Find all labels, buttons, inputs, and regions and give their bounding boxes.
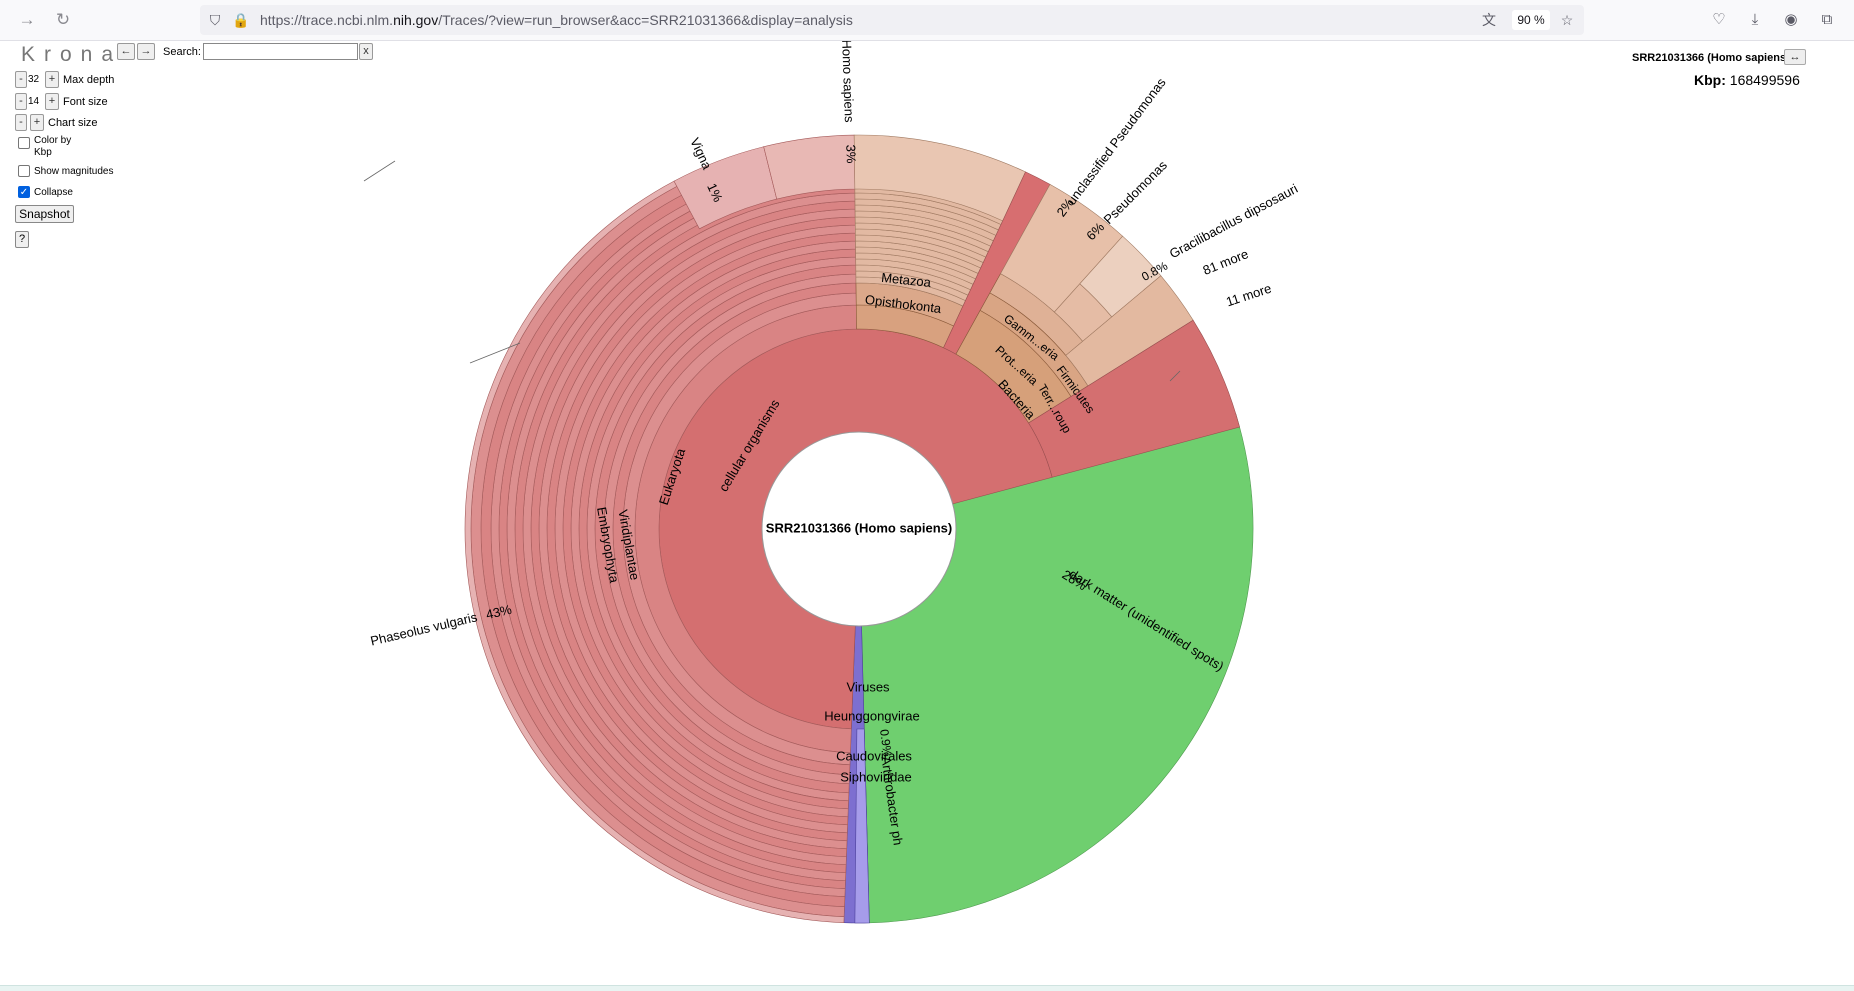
forward-button[interactable]: → <box>137 43 155 60</box>
show-magnitudes-checkbox[interactable] <box>18 165 30 177</box>
search-input[interactable] <box>203 43 358 60</box>
collapse-checkbox[interactable]: ✓ <box>18 186 30 198</box>
chart-size-decrease[interactable]: - <box>15 114 27 131</box>
center-label: SRR21031366 (Homo sapiens) <box>766 520 952 535</box>
label-heunggongvirae: Heunggongvirae <box>824 708 919 723</box>
reload-icon[interactable]: ↻ <box>55 10 71 29</box>
chart-size-increase[interactable]: + <box>30 114 44 131</box>
translate-icon[interactable]: 文 <box>1482 12 1496 28</box>
zoom-level[interactable]: 90 % <box>1512 10 1550 30</box>
collapse-label: Collapse <box>34 187 73 198</box>
kbp-value: 168499596 <box>1729 72 1800 88</box>
label-viruses: Viruses <box>846 679 890 694</box>
bookmark-star-icon[interactable]: ☆ <box>1560 12 1574 28</box>
snapshot-button[interactable]: Snapshot <box>15 205 74 223</box>
color-by-checkbox[interactable] <box>18 137 30 149</box>
label-caudovirales: Caudovirales <box>836 748 912 763</box>
font-size-value: 14 <box>28 96 40 107</box>
arthrobacter-phage-slice[interactable] <box>854 728 870 924</box>
label-siphoviridae: Siphoviridae <box>840 769 912 784</box>
dataset-title: SRR21031366 (Homo sapiens) <box>1632 52 1790 64</box>
label-vigna-percent: 1% <box>704 181 726 205</box>
font-size-decrease[interactable]: - <box>15 93 27 110</box>
label-phaseolus-vulgaris: Phaseolus vulgaris <box>369 609 479 648</box>
download-icon[interactable]: ⤓ <box>1751 11 1759 28</box>
other-cellular-slice[interactable] <box>1028 319 1240 478</box>
show-magnitudes-label: Show magnitudes <box>34 166 114 177</box>
back-button[interactable]: ← <box>117 43 135 60</box>
krona-logo: Krona <box>21 43 123 66</box>
label-leader-line <box>363 160 396 182</box>
label-phaseolus-vulgaris-percent: 43% <box>484 602 513 623</box>
other-plants-slice[interactable] <box>763 134 856 200</box>
browser-toolbar: → ↻ ⛉ 🔒 https://trace.ncbi.nlm.nih.gov/T… <box>0 0 1854 41</box>
pocket-icon[interactable]: ♡ <box>1712 11 1726 28</box>
url-bar[interactable]: ⛉ 🔒 https://trace.ncbi.nlm.nih.gov/Trace… <box>200 5 1584 35</box>
krona-sunburst-chart[interactable]: SRR21031366 (Homo sapiens)cellular organ… <box>0 41 1854 985</box>
expand-button[interactable]: ↔ <box>1784 49 1806 65</box>
label-pseudomonas: Pseudomonas <box>1101 157 1171 227</box>
search-label: Search: <box>163 46 201 58</box>
label-leader-line <box>469 342 521 364</box>
color-by-label: Color by <box>34 135 72 146</box>
chart-size-label: Chart size <box>48 117 98 129</box>
shield-icon[interactable]: ⛉ <box>209 12 221 28</box>
kbp-summary: Kbp: 168499596 <box>1694 72 1800 88</box>
status-strip <box>0 985 1854 991</box>
label-metazoa: Metazoa <box>881 270 933 290</box>
label-leader-line <box>1169 370 1181 382</box>
font-size-increase[interactable]: + <box>45 93 59 110</box>
label-unclassified-pseudomonas: unclassified Pseudomonas <box>1064 75 1169 208</box>
sunburst-center[interactable] <box>761 431 957 627</box>
max-depth-increase[interactable]: + <box>45 71 59 88</box>
label-gracilibacillus-dipsosauri: Gracilibacillus dipsosauri <box>1167 181 1300 261</box>
max-depth-value: 32 <box>28 74 40 85</box>
max-depth-decrease[interactable]: - <box>15 71 27 88</box>
account-icon[interactable]: ◉ <box>1784 11 1798 28</box>
label-arthrobacter-phage-percent: 0.9% <box>877 728 895 757</box>
url-text[interactable]: https://trace.ncbi.nlm.nih.gov/Traces/?v… <box>260 12 853 28</box>
label-homo-sapiens: Homo sapiens <box>839 41 857 123</box>
extensions-icon[interactable]: ⧉ <box>1821 11 1833 28</box>
help-button[interactable]: ? <box>15 231 29 248</box>
label-11-more: 11 more <box>1224 281 1273 310</box>
label-81-more: 81 more <box>1201 246 1251 278</box>
color-by-unit: Kbp <box>34 147 52 158</box>
label-vigna: Vigna <box>687 135 715 172</box>
font-size-label: Font size <box>63 96 108 108</box>
lock-icon[interactable]: 🔒 <box>232 12 250 28</box>
kbp-label: Kbp: <box>1694 72 1726 88</box>
forward-icon[interactable]: → <box>18 10 36 29</box>
max-depth-label: Max depth <box>63 74 115 86</box>
clear-search-button[interactable]: x <box>359 43 373 60</box>
label-homo-sapiens-percent: 3% <box>843 144 859 164</box>
